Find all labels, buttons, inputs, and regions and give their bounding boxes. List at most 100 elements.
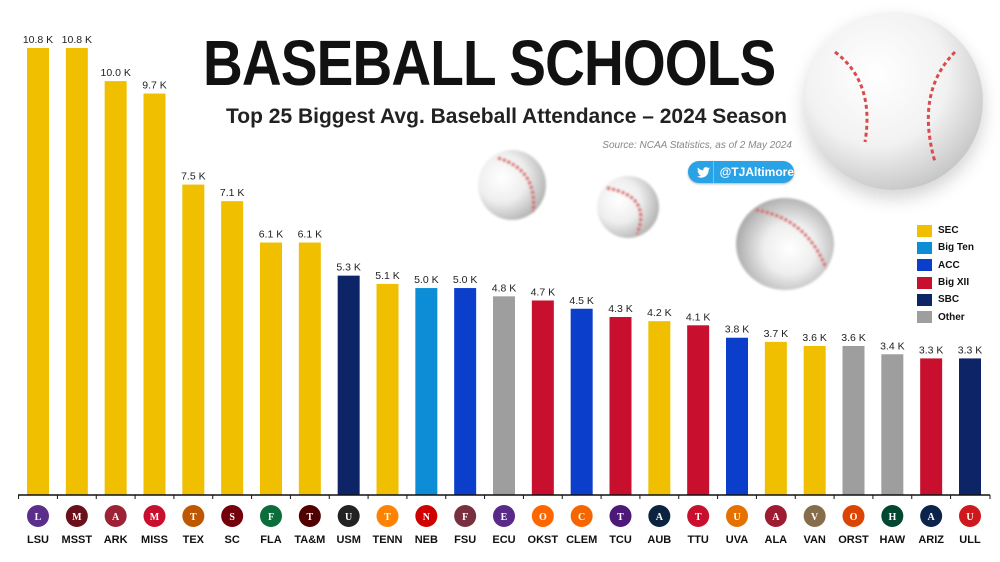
x-tick-label-fla: FLA xyxy=(260,534,281,546)
x-tick-label-miss: MISS xyxy=(141,534,168,546)
data-label-miss: 9.7 K xyxy=(142,80,167,92)
legend-label: ACC xyxy=(938,259,960,271)
svg-text:V: V xyxy=(811,512,819,523)
x-tick-label-clem: CLEM xyxy=(566,534,597,546)
x-tick-label-ta-m: TA&M xyxy=(294,534,325,546)
svg-text:T: T xyxy=(695,512,702,523)
baseball-blur-1-image xyxy=(478,150,546,220)
legend-label: Big Ten xyxy=(938,242,974,254)
bar-neb xyxy=(415,288,438,495)
x-axis xyxy=(18,494,991,499)
x-tick-label-haw: HAW xyxy=(879,534,905,546)
bar-tcu xyxy=(609,317,632,495)
svg-text:T: T xyxy=(617,512,624,523)
baseball-blur-2-image xyxy=(597,176,659,238)
data-label-van: 3.6 K xyxy=(802,332,827,344)
team-logo-clem-icon: C xyxy=(570,505,593,527)
bar-tex xyxy=(182,184,205,496)
team-logo-tex-icon: T xyxy=(182,505,205,527)
team-logo-miss-icon: M xyxy=(143,505,166,527)
legend-item-sbc: SBC xyxy=(917,291,974,308)
team-logo-tenn-icon: T xyxy=(376,505,399,527)
x-tick-label-van: VAN xyxy=(803,534,825,546)
bar-ta-m xyxy=(298,242,321,495)
legend-item-acc: ACC xyxy=(917,257,974,274)
bar-usm xyxy=(337,275,360,495)
team-logo-aub-icon: A xyxy=(648,505,671,527)
svg-text:N: N xyxy=(423,512,431,523)
legend-swatch xyxy=(917,293,932,306)
legend-item-other: Other xyxy=(917,308,974,325)
team-logo-ecu-icon: E xyxy=(493,505,515,527)
data-label-ariz: 3.3 K xyxy=(919,344,944,356)
svg-text:O: O xyxy=(539,512,547,523)
svg-text:M: M xyxy=(150,512,160,523)
bar-orst xyxy=(842,346,865,495)
twitter-handle-badge[interactable]: @TJAltimore xyxy=(688,161,794,183)
team-logo-ttu-icon: T xyxy=(687,505,710,527)
x-tick-label-usm: USM xyxy=(336,534,360,546)
svg-text:T: T xyxy=(384,512,391,523)
legend-swatch xyxy=(917,276,932,289)
x-tick-label-orst: ORST xyxy=(838,534,869,546)
bar-msst xyxy=(65,48,88,495)
data-label-fla: 6.1 K xyxy=(259,229,284,241)
data-label-ala: 3.7 K xyxy=(764,328,789,340)
team-logo-ala-icon: A xyxy=(764,505,787,527)
x-tick-label-msst: MSST xyxy=(62,534,93,546)
legend-swatch xyxy=(917,311,932,324)
svg-text:L: L xyxy=(35,512,42,523)
x-tick-label-ttu: TTU xyxy=(687,534,708,546)
team-logo-ariz-icon: A xyxy=(920,505,943,527)
bar-tenn xyxy=(376,283,399,495)
data-label-neb: 5.0 K xyxy=(414,274,439,286)
bars-group: 10.8 K 10.8 K 10.0 K 9.7 K 7.5 K 7.1 K 6.1 K 6.… xyxy=(23,34,983,496)
x-tick-label-uva: UVA xyxy=(726,534,748,546)
team-logo-lsu-icon: L xyxy=(27,505,49,527)
svg-text:A: A xyxy=(928,512,936,523)
twitter-bird-icon xyxy=(694,161,714,183)
team-logo-sc-icon: S xyxy=(221,505,244,527)
x-tick-label-tenn: TENN xyxy=(373,534,403,546)
legend-item-sec: SEC xyxy=(917,222,974,239)
x-tick-label-ala: ALA xyxy=(765,534,788,546)
chart-subtitle: Top 25 Biggest Avg. Baseball Attendance … xyxy=(226,105,787,128)
data-label-aub: 4.2 K xyxy=(647,307,672,319)
data-label-ull: 3.3 K xyxy=(958,344,983,356)
data-label-sc: 7.1 K xyxy=(220,187,245,199)
team-logo-ta-m-icon: T xyxy=(298,505,321,527)
team-logo-msst-icon: M xyxy=(65,505,88,527)
data-label-tenn: 5.1 K xyxy=(375,270,400,282)
bar-sc xyxy=(221,201,244,495)
bar-ttu xyxy=(687,325,710,495)
svg-text:A: A xyxy=(772,512,780,523)
data-label-ecu: 4.8 K xyxy=(492,282,517,294)
team-logo-haw-icon: H xyxy=(881,505,904,527)
team-logo-neb-icon: N xyxy=(415,505,438,527)
svg-text:T: T xyxy=(190,512,197,523)
team-logo-ark-icon: A xyxy=(104,505,127,527)
legend-label: Other xyxy=(938,311,965,323)
svg-text:F: F xyxy=(462,512,468,523)
data-label-orst: 3.6 K xyxy=(841,332,866,344)
x-tick-label-ecu: ECU xyxy=(492,534,515,546)
svg-text:U: U xyxy=(733,512,740,523)
team-logo-van-icon: V xyxy=(803,505,826,527)
team-logo-uva-icon: U xyxy=(726,505,748,527)
bar-ark xyxy=(104,81,127,495)
bar-fsu xyxy=(454,288,477,495)
svg-text:M: M xyxy=(72,512,82,523)
team-logo-fla-icon: F xyxy=(260,505,282,527)
svg-text:T: T xyxy=(306,512,313,523)
source-note: Source: NCAA Statistics, as of 2 May 202… xyxy=(602,140,792,151)
chart-title: BASEBALL SCHOOLS xyxy=(203,27,776,99)
x-tick-label-ariz: ARIZ xyxy=(918,534,944,546)
x-tick-label-ark: ARK xyxy=(104,534,128,546)
data-label-tex: 7.5 K xyxy=(181,171,206,183)
legend-label: SBC xyxy=(938,294,960,306)
x-tick-label-ull: ULL xyxy=(959,534,981,546)
data-label-msst: 10.8 K xyxy=(62,34,92,46)
data-label-ark: 10.0 K xyxy=(100,67,130,79)
x-tick-label-sc: SC xyxy=(225,534,240,546)
